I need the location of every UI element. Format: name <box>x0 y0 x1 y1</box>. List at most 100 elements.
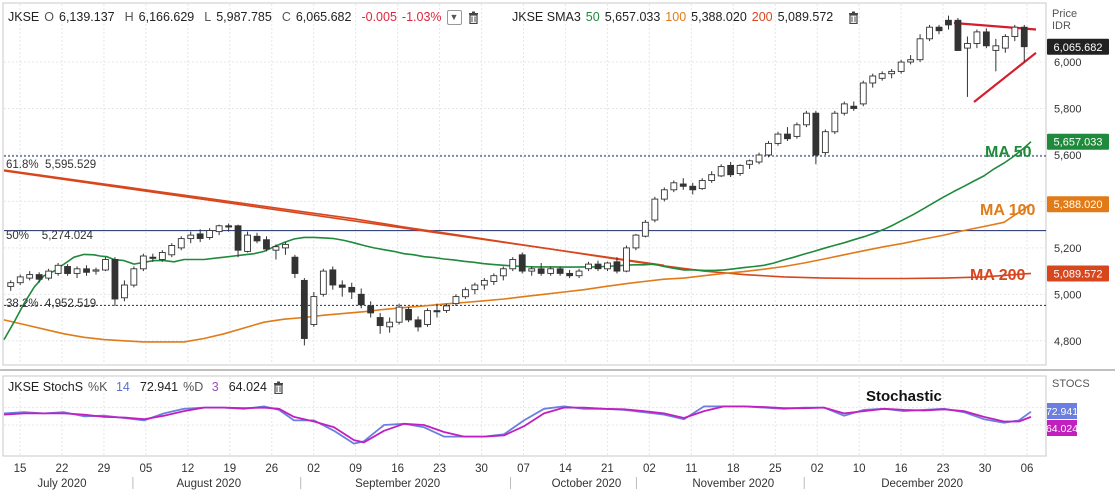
candle-body <box>348 286 356 293</box>
ma100-annotation: MA 100 <box>980 202 1036 219</box>
candle-body <box>774 133 782 144</box>
candle-body <box>73 268 81 274</box>
candle-body <box>83 268 90 273</box>
close-label: C <box>281 10 291 24</box>
chevron-down-icon[interactable]: ▼ <box>446 9 462 25</box>
candle-body <box>973 31 981 44</box>
candle-body <box>509 259 517 270</box>
day-tick-label: 16 <box>391 463 404 475</box>
candle-body <box>215 225 223 233</box>
candle-body <box>244 234 251 252</box>
k-value: 72.941 <box>139 380 179 394</box>
candle-body <box>263 239 270 250</box>
candle-body <box>888 70 896 75</box>
sma-value-50: 5,657.033 <box>604 10 661 24</box>
candle-body <box>566 272 574 277</box>
trash-icon[interactable] <box>272 381 285 394</box>
candle-body <box>149 256 157 259</box>
candle-body <box>660 189 668 200</box>
day-tick-label: 25 <box>769 463 782 475</box>
candle-body <box>869 75 877 84</box>
candle-body <box>528 268 536 272</box>
price-tick-label: 6,000 <box>1054 57 1082 69</box>
candle-body <box>727 164 735 176</box>
candle-body <box>518 254 526 272</box>
d-value: 64.024 <box>228 380 267 394</box>
sma-label: JKSE SMA3 <box>512 10 581 24</box>
candle-body <box>291 256 299 274</box>
candle-body <box>424 310 431 325</box>
day-tick-label: 23 <box>937 463 950 475</box>
price-tick-label: 5,600 <box>1054 150 1082 162</box>
candle-body <box>26 274 34 279</box>
fib-label-50: 50% 5,274.024 <box>6 230 93 242</box>
day-tick-label: 23 <box>433 463 446 475</box>
candle-body <box>537 268 545 274</box>
ma50-annotation: MA 50 <box>985 144 1032 161</box>
low-value: 5,987.785 <box>216 10 272 24</box>
candle-body <box>395 306 403 323</box>
day-tick-label: 18 <box>727 463 740 475</box>
candle-body <box>670 182 678 191</box>
month-label: December 2020 <box>881 478 963 490</box>
k-label: %K <box>88 380 108 394</box>
candle-body <box>54 264 62 274</box>
candle-body <box>916 38 924 61</box>
candle-body <box>414 319 422 328</box>
candle-body <box>319 270 327 295</box>
candle-body <box>679 183 687 187</box>
change-pct-value: -1.03% <box>401 10 442 24</box>
candle-body <box>992 45 1000 51</box>
stoch-panel-frame <box>2 375 1047 457</box>
day-tick-label: 10 <box>853 463 866 475</box>
candle-body <box>130 268 138 286</box>
candle-body <box>926 26 933 40</box>
day-tick-label: 05 <box>139 463 152 475</box>
candle-body <box>272 246 280 251</box>
candle-body <box>462 289 469 298</box>
candle-body <box>443 305 450 311</box>
day-tick-label: 30 <box>979 463 992 475</box>
stoch-header: JKSE StochS %K 14 72.941 %D 3 64.024 <box>8 380 285 394</box>
moving-averages <box>3 21 1037 343</box>
day-tick-label: 29 <box>98 463 111 475</box>
candle-body <box>121 284 128 299</box>
day-tick-label: 12 <box>181 463 194 475</box>
candle-body <box>964 43 971 49</box>
month-label: September 2020 <box>355 478 440 490</box>
candle-body <box>765 142 772 156</box>
trash-icon[interactable] <box>847 11 860 24</box>
candle-body <box>16 276 24 284</box>
candle-body <box>547 268 555 274</box>
candle-body <box>689 185 697 191</box>
candle-body <box>300 279 308 339</box>
day-tick-label: 19 <box>223 463 236 475</box>
stoch-k-badge <box>1047 403 1077 419</box>
ma200-badge <box>1047 265 1109 282</box>
close-value: 6,065.682 <box>295 10 352 24</box>
high-value: 6,166.629 <box>138 10 195 24</box>
candle-body <box>746 160 753 165</box>
sma-period-100: 100 <box>665 10 687 24</box>
day-tick-label: 02 <box>643 463 656 475</box>
candle-body <box>698 180 706 190</box>
stoch-axis-title: STOCS <box>1052 378 1090 390</box>
candle-body <box>234 225 242 251</box>
price-tick-label: 5,000 <box>1054 289 1082 301</box>
candle-body <box>803 112 810 126</box>
sma-value-100: 5,388.020 <box>691 10 747 24</box>
candle-body <box>1020 26 1028 48</box>
candle-body <box>45 270 53 279</box>
day-tick-label: 09 <box>349 463 362 475</box>
last-price-badge-text: 6,065.682 <box>1054 42 1103 54</box>
k-period: 14 <box>115 380 130 394</box>
price-tick-label: 5,800 <box>1054 104 1082 116</box>
trash-icon[interactable] <box>467 11 480 24</box>
month-label: November 2020 <box>692 478 774 490</box>
candle-body <box>187 234 195 240</box>
price-tick-label: 4,800 <box>1054 336 1082 348</box>
ma50-badge <box>1047 133 1109 150</box>
candle-body <box>907 59 915 63</box>
candle-body <box>376 317 384 327</box>
